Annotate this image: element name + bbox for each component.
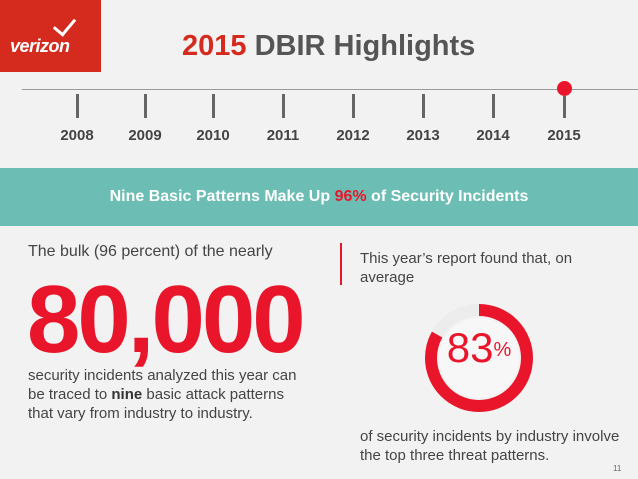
timeline-tick <box>352 94 355 118</box>
divider <box>340 243 342 285</box>
timeline-marker-dot <box>557 81 572 96</box>
left-body-after: basic attack patterns that vary from ind… <box>28 386 284 422</box>
timeline-tick <box>212 94 215 118</box>
timeline-year-label: 2010 <box>196 127 230 144</box>
checkmark-icon <box>52 12 77 37</box>
timeline-year-label: 2011 <box>266 127 300 144</box>
title-text: DBIR Highlights <box>254 30 476 62</box>
timeline-tick <box>422 94 425 118</box>
left-intro: The bulk (96 percent) of the nearly <box>28 243 273 260</box>
page-title: 2015 DBIR Highlights <box>182 30 475 63</box>
title-year: 2015 <box>182 30 247 62</box>
band-text-after: of Security Incidents <box>366 188 529 205</box>
page-number: 11 <box>613 464 622 473</box>
band-highlight: 96% <box>334 188 367 205</box>
left-body: security incidents analyzed this year ca… <box>28 366 308 423</box>
right-body: of security incidents by industry involv… <box>360 428 620 464</box>
timeline-year-label: 2013 <box>406 127 440 144</box>
timeline-year-label: 2015 <box>547 127 581 144</box>
timeline-tick <box>144 94 147 118</box>
big-number: 80,000 <box>27 266 306 373</box>
logo-text: verizon <box>10 36 70 56</box>
timeline-tick <box>76 94 79 118</box>
percent-label: 83% <box>433 318 525 378</box>
band-text-before: Nine Basic Patterns Make Up <box>109 188 335 205</box>
timeline-tick <box>563 96 566 118</box>
timeline-year-label: 2014 <box>476 127 510 144</box>
timeline-line <box>22 89 638 90</box>
percent-sign: % <box>493 339 512 361</box>
timeline-year-label: 2009 <box>128 127 162 144</box>
left-body-before: security incidents analyzed this year ca… <box>28 367 297 403</box>
donut-center <box>439 318 519 398</box>
timeline-tick <box>282 94 285 118</box>
timeline-year-label: 2008 <box>60 127 94 144</box>
left-body-bold: nine <box>111 386 143 403</box>
headline-band: Nine Basic Patterns Make Up 96% of Secur… <box>0 168 638 226</box>
right-intro: This year’s report found that, on averag… <box>360 250 573 286</box>
timeline-tick <box>492 94 495 118</box>
verizon-logo: verizon <box>0 0 101 72</box>
donut-arc <box>425 304 533 412</box>
timeline-year-label: 2012 <box>336 127 370 144</box>
percent-value: 83 <box>446 324 494 371</box>
percent-donut <box>425 304 533 412</box>
